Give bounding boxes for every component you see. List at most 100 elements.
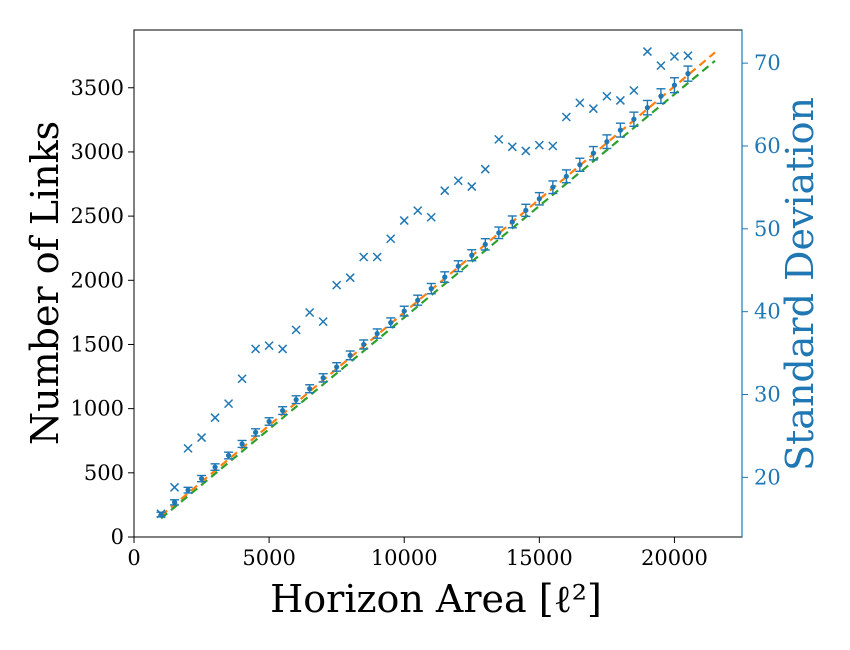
y-axis-label: Number of Links [23, 121, 67, 445]
x-tick-label: 20000 [641, 546, 708, 570]
link-count-point [455, 263, 461, 269]
link-count-point [253, 429, 259, 435]
right-y-tick-label: 50 [754, 217, 781, 241]
y-axis-ticks: 0 500 1000 1500 2000 2500 3000 3500 [71, 76, 134, 549]
std-dev-point [318, 317, 328, 327]
link-count-point [482, 241, 488, 247]
link-count-point [496, 230, 502, 236]
std-dev-point [507, 142, 517, 152]
link-count-point [685, 71, 691, 77]
std-dev-point [669, 51, 679, 62]
right-y-axis-ticks: 20 30 40 50 60 70 [742, 51, 781, 489]
std-dev-point [629, 85, 639, 96]
x-tick-label: 5000 [242, 546, 295, 570]
link-count-point [198, 475, 205, 482]
link-count-point [347, 352, 353, 358]
std-dev-point [386, 234, 396, 244]
right-y-tick-label: 20 [754, 465, 781, 489]
std-dev-point [602, 91, 612, 101]
std-dev-point [237, 374, 247, 384]
y-tick-label: 1000 [71, 397, 124, 421]
link-count-point [563, 173, 569, 179]
std-dev-point [413, 206, 423, 216]
x-tick-label: 15000 [506, 546, 573, 570]
fit-line-orange [160, 51, 716, 517]
link-count-point [334, 364, 340, 370]
std-dev-point [399, 216, 409, 226]
x-axis-ticks: 0 5000 10000 15000 20000 [127, 537, 708, 570]
link-count-point [388, 320, 394, 326]
link-count-point [577, 162, 583, 168]
std-dev-point [359, 252, 369, 262]
std-dev-point [170, 482, 180, 492]
fit-lines [160, 51, 716, 520]
std-dev-point [494, 134, 504, 144]
link-count-point [280, 407, 286, 414]
right-y-tick-label: 70 [754, 51, 781, 75]
std-dev-point [453, 176, 463, 186]
y-tick-label: 500 [84, 461, 124, 485]
x-axis-label: Horizon Area [ℓ²] [270, 577, 602, 621]
link-count-point [185, 487, 191, 493]
std-dev-point [345, 273, 355, 283]
link-count-point [509, 219, 515, 225]
right-y-tick-label: 60 [754, 134, 781, 158]
link-count-point [631, 116, 637, 122]
std-dev-point [683, 51, 693, 61]
link-count-point [415, 297, 421, 303]
std-dev-point [291, 325, 301, 335]
y-tick-label: 0 [111, 525, 124, 549]
std-dev-point [264, 341, 274, 351]
link-count-point [428, 286, 434, 292]
y-tick-label: 1500 [71, 332, 124, 356]
std-dev-point [210, 413, 220, 423]
link-count-point [442, 274, 448, 280]
std-dev-point [642, 47, 652, 57]
link-count-point [374, 330, 380, 337]
std-dev-point [426, 212, 436, 222]
std-dev-point [251, 344, 261, 354]
link-count-point [617, 127, 624, 133]
y-tick-label: 2500 [71, 204, 124, 228]
y-tick-label: 3500 [71, 76, 124, 100]
link-count-point [658, 93, 664, 99]
y-tick-label: 3000 [71, 140, 124, 164]
std-dev-point [278, 344, 288, 354]
std-dev-point [197, 433, 207, 443]
std-dev-point [575, 98, 585, 108]
errorbar-series [156, 65, 693, 518]
std-dev-point [480, 164, 490, 174]
link-count-point [644, 105, 651, 111]
link-count-point [239, 441, 245, 447]
std-dev-point [467, 182, 477, 192]
right-y-axis-label: Standard Deviation [778, 97, 822, 471]
std-dev-point [561, 112, 571, 122]
std-dev-point [156, 509, 166, 519]
std-dev-point [224, 399, 234, 409]
x-tick-label: 0 [127, 546, 140, 570]
std-dev-point [656, 61, 666, 71]
right-y-tick-label: 40 [754, 300, 781, 324]
std-dev-point [305, 307, 315, 318]
link-count-point [320, 375, 326, 381]
link-count-point [523, 207, 529, 213]
std-dev-point [440, 186, 450, 196]
std-deviation-series [156, 47, 693, 519]
link-count-point [590, 150, 596, 156]
std-dev-point [615, 95, 625, 105]
link-count-point [307, 386, 313, 392]
link-count-point [671, 82, 678, 88]
std-dev-point [548, 141, 558, 151]
link-count-point [401, 308, 407, 314]
link-count-point [536, 196, 542, 202]
link-count-point [171, 499, 178, 505]
std-dev-point [332, 280, 342, 290]
link-count-point [212, 464, 218, 470]
std-dev-point [521, 146, 531, 156]
std-dev-point [372, 252, 382, 262]
x-tick-label: 10000 [371, 546, 438, 570]
y-tick-label: 2000 [71, 268, 124, 292]
std-dev-point [588, 104, 598, 114]
link-count-point [550, 184, 556, 190]
